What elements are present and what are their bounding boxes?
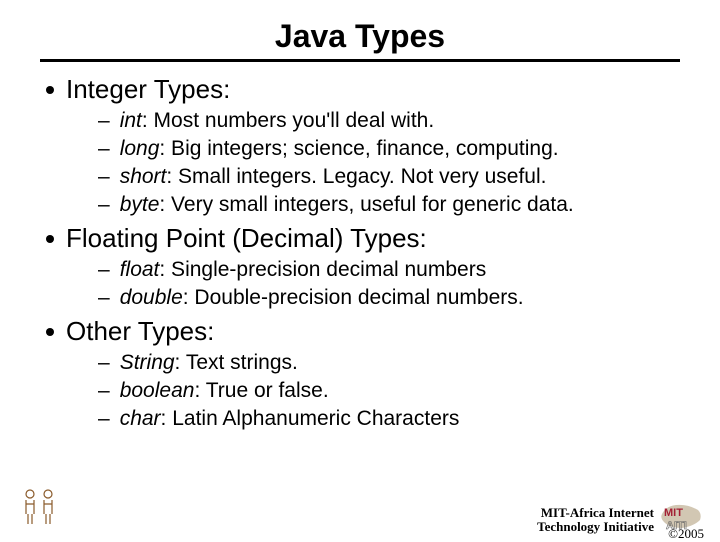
list-item: –byte: Very small integers, useful for g… [98, 191, 680, 219]
keyword: int [120, 109, 142, 132]
list-item: –String: Text strings. [98, 349, 680, 377]
section-title: Other Types: [66, 316, 214, 347]
section-other: Other Types: –String: Text strings. –boo… [40, 316, 680, 433]
org-line2: Technology Initiative [537, 520, 654, 534]
item-text: String: Text strings. [120, 349, 298, 377]
org-line1: MIT-Africa Internet [537, 506, 654, 520]
dash-icon: – [98, 405, 110, 433]
keyword: float [120, 258, 160, 281]
people-icon [18, 484, 62, 528]
bullet-icon [46, 235, 54, 243]
item-text: byte: Very small integers, useful for ge… [120, 191, 574, 219]
desc: : Big integers; science, finance, comput… [159, 137, 558, 160]
slide-title: Java Types [40, 18, 680, 55]
bullet-icon [46, 328, 54, 336]
list-item: –boolean: True or false. [98, 377, 680, 405]
title-rule [40, 59, 680, 62]
keyword: byte [120, 193, 160, 216]
item-text: boolean: True or false. [120, 377, 329, 405]
desc: : Small integers. Legacy. Not very usefu… [166, 165, 546, 188]
item-text: char: Latin Alphanumeric Characters [120, 405, 460, 433]
decorative-logo-left [18, 484, 62, 528]
dash-icon: – [98, 191, 110, 219]
dash-icon: – [98, 163, 110, 191]
section-integer: Integer Types: –int: Most numbers you'll… [40, 74, 680, 219]
section-float: Floating Point (Decimal) Types: –float: … [40, 223, 680, 312]
item-text: short: Small integers. Legacy. Not very … [120, 163, 547, 191]
section-head: Integer Types: [46, 74, 680, 105]
section-head: Floating Point (Decimal) Types: [46, 223, 680, 254]
item-text: double: Double-precision decimal numbers… [120, 284, 524, 312]
footer-org: MIT-Africa Internet Technology Initiativ… [537, 506, 654, 534]
item-text: long: Big integers; science, finance, co… [120, 135, 559, 163]
section-items: –String: Text strings. –boolean: True or… [98, 349, 680, 433]
keyword: double [120, 286, 183, 309]
desc: : Single-precision decimal numbers [159, 258, 486, 281]
item-text: float: Single-precision decimal numbers [120, 256, 487, 284]
list-item: –short: Small integers. Legacy. Not very… [98, 163, 680, 191]
desc: : Very small integers, useful for generi… [159, 193, 573, 216]
mit-text: MIT [664, 507, 683, 519]
list-item: –char: Latin Alphanumeric Characters [98, 405, 680, 433]
section-title: Integer Types: [66, 74, 230, 105]
bullet-icon [46, 86, 54, 94]
section-head: Other Types: [46, 316, 680, 347]
list-item: –int: Most numbers you'll deal with. [98, 107, 680, 135]
list-item: –float: Single-precision decimal numbers [98, 256, 680, 284]
dash-icon: – [98, 135, 110, 163]
list-item: –double: Double-precision decimal number… [98, 284, 680, 312]
keyword: short [120, 165, 167, 188]
keyword: long [120, 137, 160, 160]
dash-icon: – [98, 349, 110, 377]
keyword: boolean [120, 379, 195, 402]
dash-icon: – [98, 256, 110, 284]
desc: : Double-precision decimal numbers. [183, 286, 524, 309]
slide: Java Types Integer Types: –int: Most num… [0, 0, 720, 540]
desc: : Most numbers you'll deal with. [142, 109, 434, 132]
dash-icon: – [98, 377, 110, 405]
desc: : Text strings. [175, 351, 298, 374]
keyword: char [120, 407, 161, 430]
item-text: int: Most numbers you'll deal with. [120, 107, 435, 135]
dash-icon: – [98, 284, 110, 312]
desc: : True or false. [194, 379, 328, 402]
section-items: –float: Single-precision decimal numbers… [98, 256, 680, 312]
section-items: –int: Most numbers you'll deal with. –lo… [98, 107, 680, 219]
keyword: String [120, 351, 175, 374]
section-title: Floating Point (Decimal) Types: [66, 223, 427, 254]
dash-icon: – [98, 107, 110, 135]
desc: : Latin Alphanumeric Characters [161, 407, 460, 430]
list-item: –long: Big integers; science, finance, c… [98, 135, 680, 163]
